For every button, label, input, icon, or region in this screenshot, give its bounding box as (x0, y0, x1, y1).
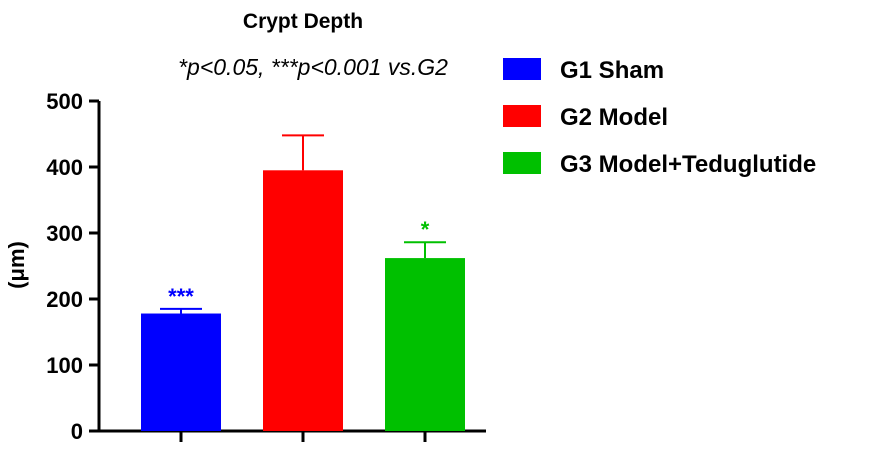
y-tick-label: 300 (46, 221, 83, 246)
y-axis-label: (μm) (4, 241, 29, 289)
chart-title: Crypt Depth (243, 10, 363, 33)
legend-label-1: G1 Sham (560, 57, 664, 84)
legend-label-3: G3 Model+Teduglutide (560, 151, 816, 178)
legend: G1 Sham G2 Model G3 Model+Teduglutide (503, 57, 816, 178)
legend-swatch-3 (503, 152, 541, 174)
legend-swatch-1 (503, 58, 541, 80)
bar-3 (385, 258, 465, 431)
y-tick-label: 100 (46, 353, 83, 378)
y-tick-label: 0 (71, 419, 83, 444)
legend-label-2: G2 Model (560, 104, 668, 131)
chart-subtitle: *p<0.05, ***p<0.001 vs.G2 (178, 54, 448, 80)
significance-label-1: *** (168, 284, 194, 309)
legend-swatch-2 (503, 105, 541, 127)
bar-1 (141, 313, 221, 431)
y-tick-label: 200 (46, 287, 83, 312)
y-tick-label: 400 (46, 155, 83, 180)
significance-label-3: * (421, 217, 430, 242)
bar-2 (263, 170, 343, 432)
y-tick-label: 500 (46, 89, 83, 114)
